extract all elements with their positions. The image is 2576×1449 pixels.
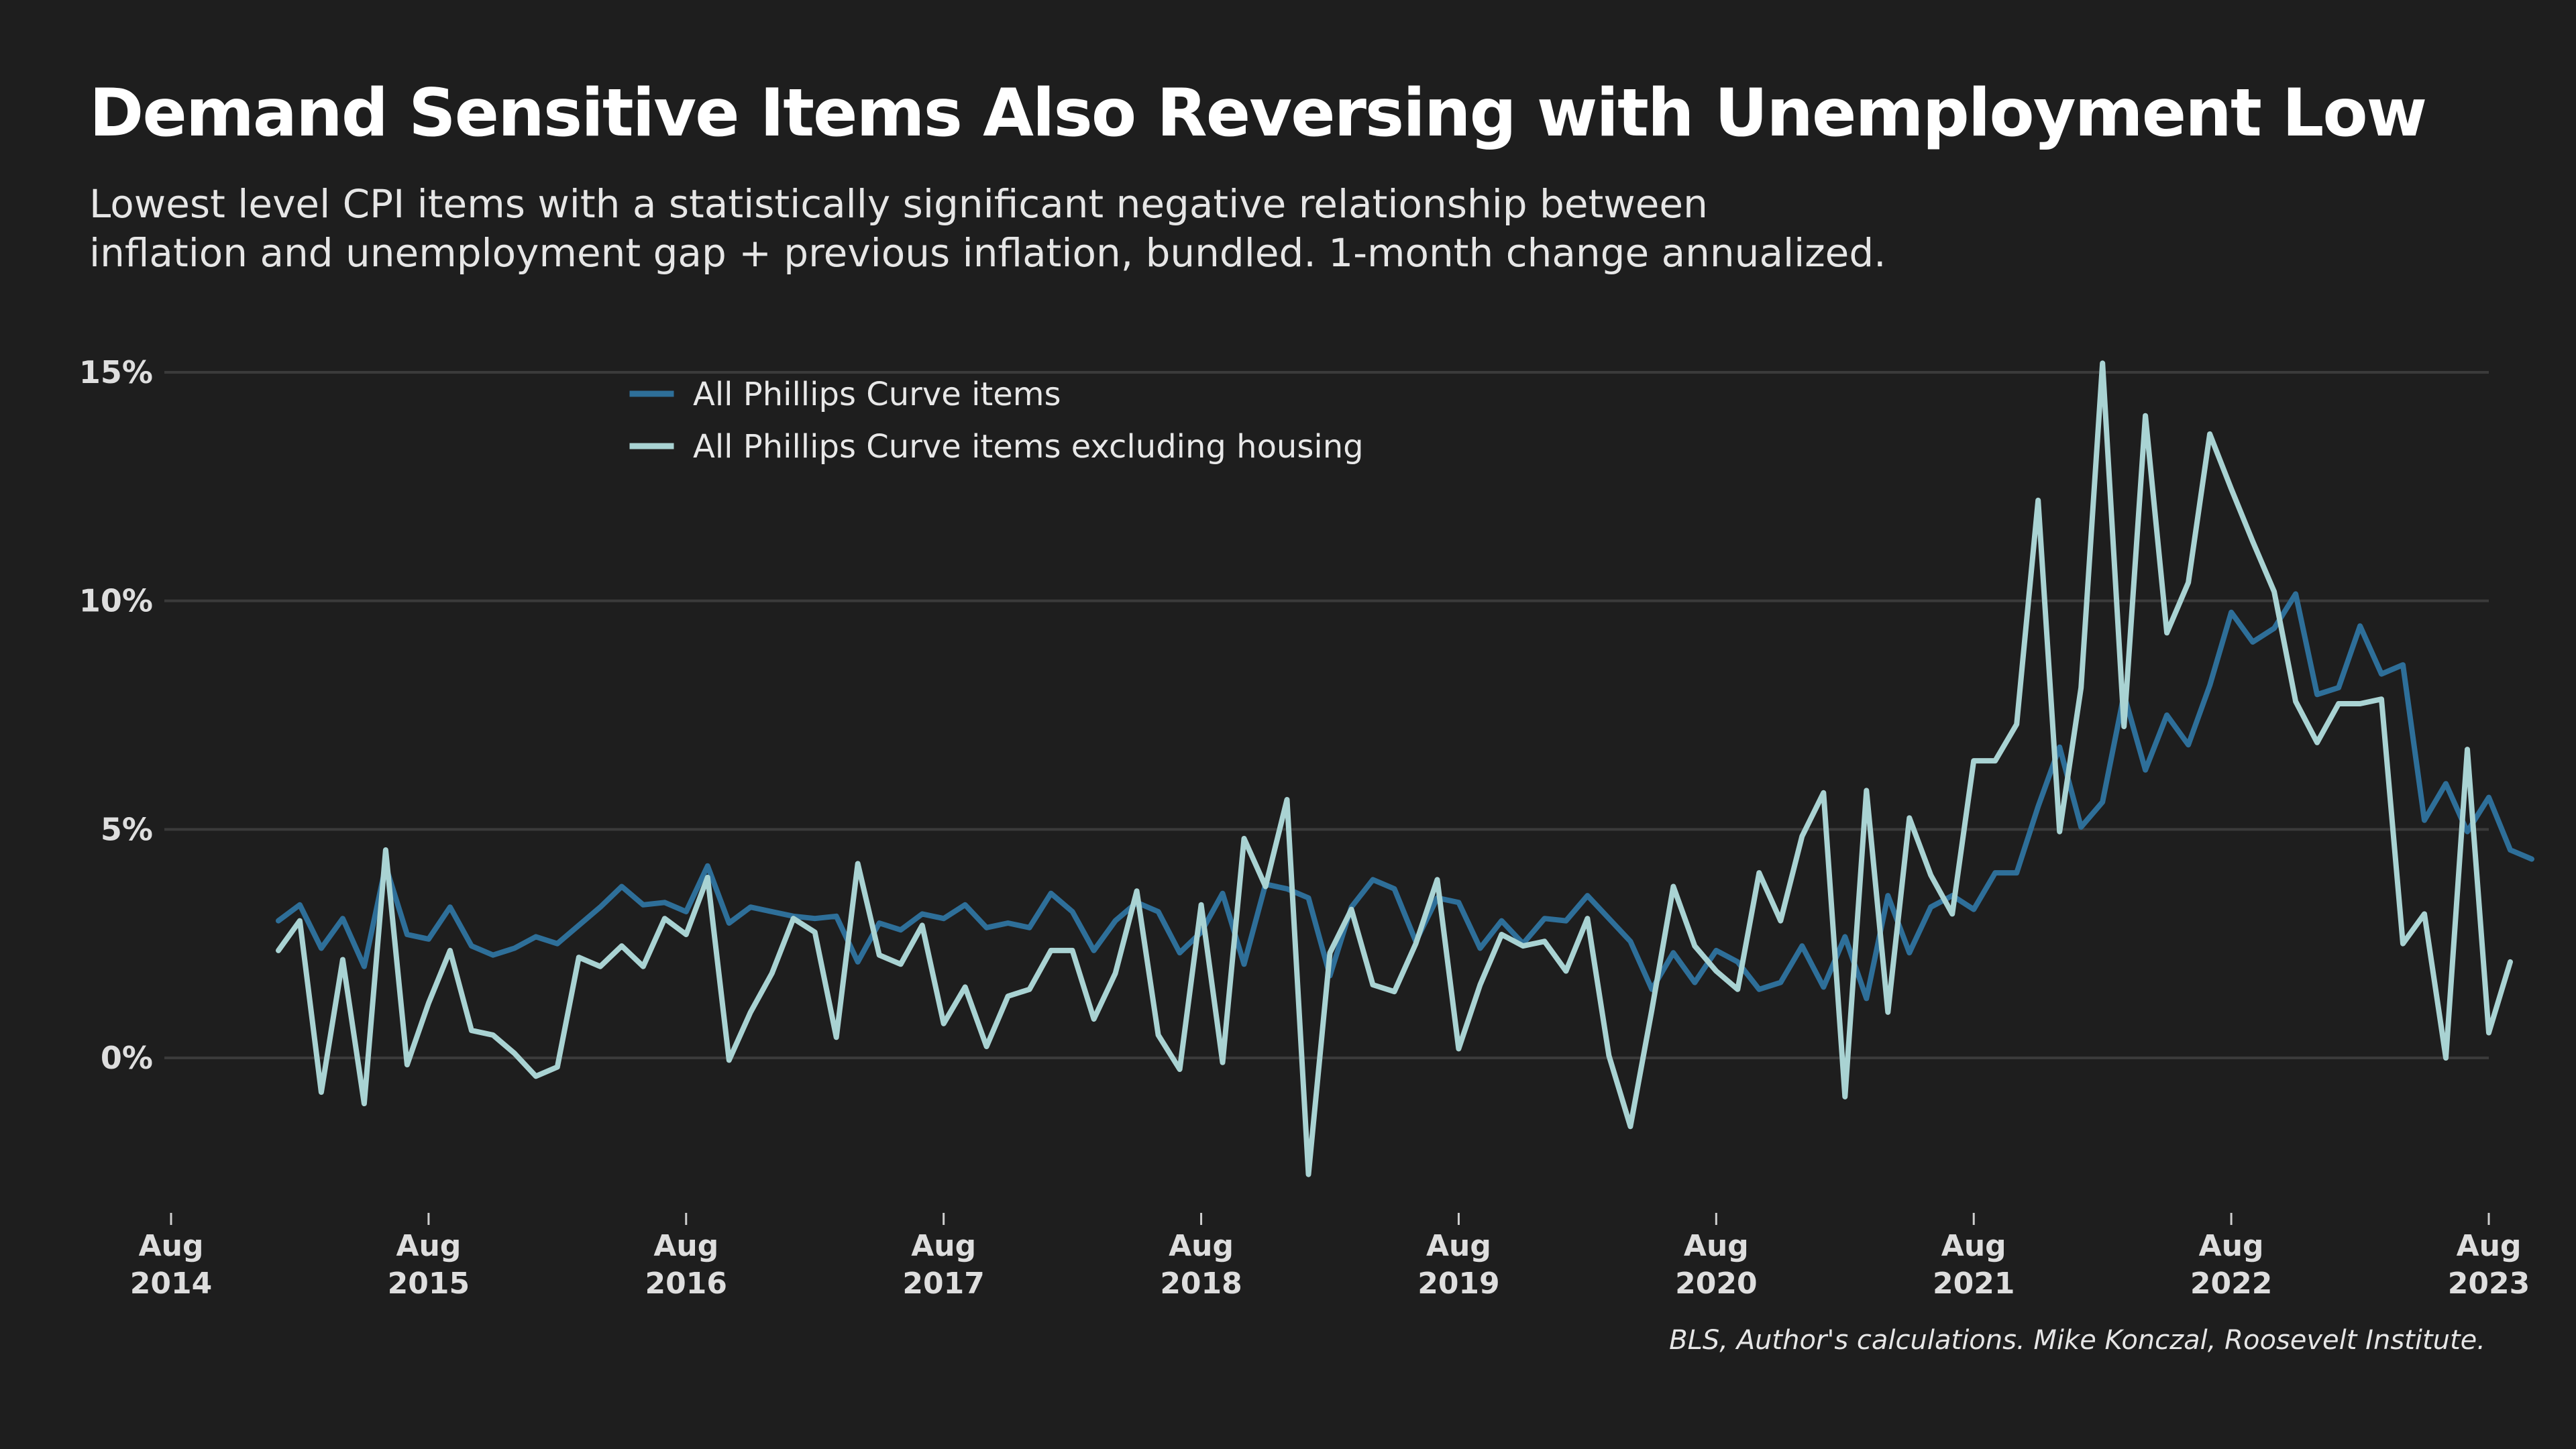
x-tick-year-label: 2014 xyxy=(130,1267,212,1301)
x-tick-year-label: 2020 xyxy=(1675,1267,1757,1301)
x-tick-month-label: Aug xyxy=(139,1229,204,1263)
legend-label-2: All Phillips Curve items excluding housi… xyxy=(693,428,1364,466)
x-tick-month-label: Aug xyxy=(1941,1229,2006,1263)
y-axis-ticks: 0% 5% 10% 15% xyxy=(79,354,153,1076)
x-tick-month-label: Aug xyxy=(653,1229,718,1263)
source-note: BLS, Author's calculations. Mike Konczal… xyxy=(1669,1325,2485,1356)
x-tick-month-label: Aug xyxy=(1426,1229,1491,1263)
x-tick-year-label: 2015 xyxy=(388,1267,470,1301)
x-tick-month-label: Aug xyxy=(2199,1229,2264,1263)
subtitle-line-1: Lowest level CPI items with a statistica… xyxy=(89,181,1708,227)
x-tick-month-label: Aug xyxy=(1684,1229,1749,1263)
legend-label-1: All Phillips Curve items xyxy=(693,376,1061,413)
chart-subtitle: Lowest level CPI items with a statistica… xyxy=(89,180,2102,278)
x-tick-year-label: 2022 xyxy=(2190,1267,2272,1301)
x-tick-month-label: Aug xyxy=(396,1229,461,1263)
chart-title: Demand Sensitive Items Also Reversing wi… xyxy=(89,75,2427,152)
x-tick-month-label: Aug xyxy=(2457,1229,2522,1263)
x-tick-year-label: 2016 xyxy=(645,1267,727,1301)
x-tick-month-label: Aug xyxy=(1169,1229,1234,1263)
x-tick-month-label: Aug xyxy=(911,1229,976,1263)
x-tick-year-label: 2017 xyxy=(902,1267,984,1301)
y-tick-label: 10% xyxy=(79,583,153,619)
y-tick-label: 15% xyxy=(79,354,153,390)
series-lines xyxy=(276,360,2534,1177)
x-axis-ticks: Aug 2014 Aug 2015 Aug 2016 Aug 2017 Aug 2018 Aug 20… xyxy=(130,1213,2530,1301)
y-tick-label: 0% xyxy=(101,1040,153,1076)
y-tick-label: 5% xyxy=(101,811,153,847)
series-line-2 xyxy=(276,360,2513,1177)
series-line-1 xyxy=(276,591,2534,1002)
subtitle-line-2: inflation and unemployment gap + previou… xyxy=(89,230,1886,276)
x-tick-year-label: 2023 xyxy=(2448,1267,2530,1301)
x-tick-year-label: 2018 xyxy=(1160,1267,1242,1301)
x-tick-year-label: 2021 xyxy=(1933,1267,2015,1301)
legend: All Phillips Curve items All Phillips Cur… xyxy=(629,376,1364,466)
x-tick-year-label: 2019 xyxy=(1417,1267,1499,1301)
